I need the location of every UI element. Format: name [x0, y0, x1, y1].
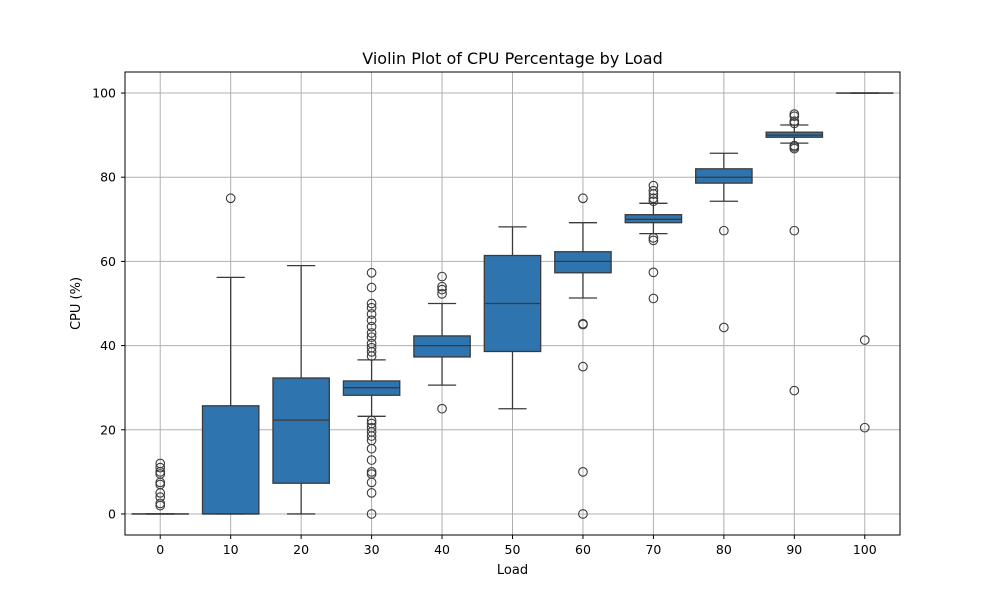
- outlier-point: [648, 196, 659, 207]
- outlier-point: [155, 462, 166, 473]
- outlier-point: [366, 315, 377, 326]
- outlier-point: [789, 109, 800, 119]
- y-axis-label: CPU (%): [69, 277, 84, 330]
- x-tick-label: 0: [156, 542, 164, 557]
- y-tick-label: 0: [108, 506, 116, 521]
- outlier-point: [578, 509, 588, 519]
- outlier-point: [366, 488, 377, 498]
- outlier-point: [578, 361, 588, 372]
- box-group-80: [695, 152, 753, 333]
- outlier-point: [719, 322, 729, 333]
- grid: [125, 72, 900, 535]
- outlier-point: [648, 235, 659, 246]
- outlier-point: [366, 298, 377, 309]
- outlier-point: [578, 193, 588, 204]
- y-tick-label: 60: [100, 254, 116, 269]
- y-tick-label: 80: [100, 170, 116, 185]
- outlier-point: [859, 422, 870, 433]
- outlier-point: [789, 225, 800, 236]
- box-group-50: [483, 226, 542, 410]
- outlier-point: [366, 309, 377, 319]
- axes-ticks: 0 20 40 60 80 100 0 10 20 30 40 50 60 70 80 90 100: [92, 86, 877, 557]
- outlier-point: [437, 403, 447, 414]
- outlier-point: [648, 232, 659, 243]
- outlier-point: [437, 271, 447, 282]
- outlier-point: [366, 267, 377, 278]
- y-tick-label: 100: [92, 86, 116, 101]
- outlier-point: [437, 284, 447, 295]
- box-group-30: [342, 267, 401, 519]
- box-group-60: [554, 193, 612, 519]
- outlier-point: [366, 328, 377, 338]
- y-tick-label: 40: [100, 338, 116, 353]
- box: [272, 377, 330, 484]
- outlier-point: [225, 193, 236, 204]
- outlier-point: [366, 302, 377, 313]
- box: [695, 168, 753, 184]
- outlier-point: [366, 455, 377, 465]
- box-group-100: [835, 92, 894, 433]
- outlier-point: [155, 498, 166, 509]
- outlier-point: [366, 422, 377, 433]
- y-tick-label: 20: [100, 422, 116, 437]
- outlier-point: [366, 418, 377, 429]
- x-tick-label: 100: [853, 542, 877, 557]
- box-plot: [131, 92, 894, 519]
- chart-title: Violin Plot of CPU Percentage by Load: [362, 49, 663, 68]
- x-tick-label: 40: [434, 542, 450, 557]
- box: [201, 405, 260, 515]
- outlier-point: [789, 116, 800, 127]
- outlier-point: [578, 318, 588, 329]
- box-group-10: [201, 193, 260, 515]
- outlier-point: [366, 467, 377, 477]
- x-tick-label: 60: [575, 542, 591, 557]
- outlier-point: [789, 140, 800, 151]
- x-tick-label: 10: [223, 542, 239, 557]
- outlier-point: [648, 293, 659, 304]
- x-axis-label: Load: [497, 563, 528, 578]
- outlier-point: [648, 267, 659, 278]
- outlier-point: [366, 332, 377, 343]
- outlier-point: [366, 509, 377, 519]
- outlier-point: [366, 342, 377, 353]
- outlier-point: [648, 180, 659, 191]
- outlier-point: [578, 467, 588, 477]
- box-group-90: [765, 109, 824, 396]
- outlier-point: [648, 185, 659, 196]
- outlier-point: [155, 492, 166, 502]
- outlier-point: [437, 281, 447, 292]
- x-tick-label: 90: [786, 542, 802, 557]
- x-tick-label: 80: [716, 542, 732, 557]
- outlier-point: [648, 193, 659, 204]
- box: [554, 251, 612, 274]
- box-group-20: [272, 264, 330, 515]
- box-group-0: [131, 458, 190, 515]
- x-tick-label: 50: [505, 542, 521, 557]
- outlier-point: [366, 282, 377, 293]
- outlier-point: [719, 225, 729, 236]
- outlier-point: [366, 338, 377, 349]
- box-group-70: [624, 180, 683, 304]
- outlier-point: [155, 458, 166, 469]
- outlier-point: [437, 288, 447, 299]
- outlier-point: [366, 321, 377, 332]
- box: [413, 335, 471, 358]
- box-group-40: [413, 271, 471, 414]
- outlier-point: [789, 385, 800, 396]
- outlier-point: [366, 415, 377, 426]
- outlier-point: [859, 335, 870, 345]
- x-tick-label: 30: [364, 542, 380, 557]
- x-tick-label: 70: [645, 542, 661, 557]
- x-tick-label: 20: [293, 542, 309, 557]
